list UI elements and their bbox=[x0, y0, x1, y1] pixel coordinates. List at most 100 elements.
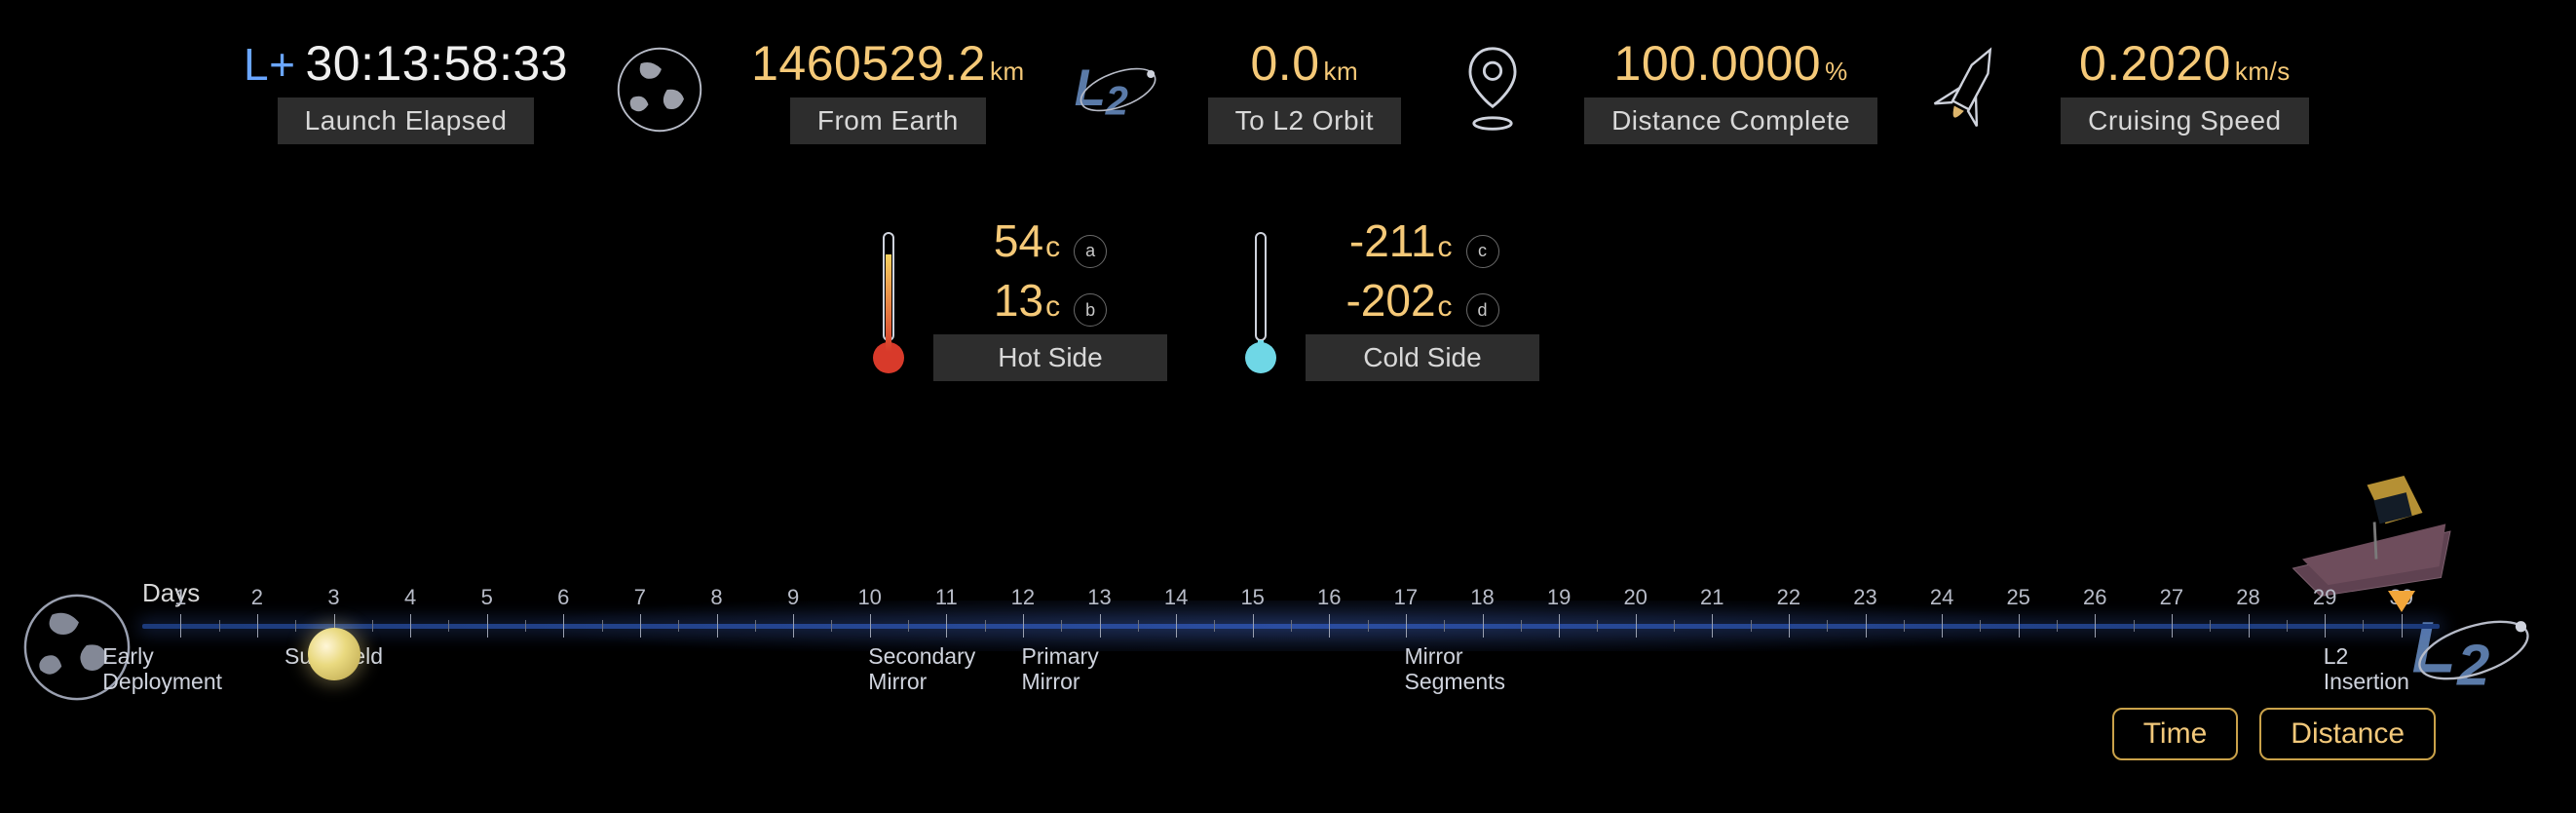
timeline-tick-label: 24 bbox=[1930, 585, 1953, 610]
timeline-tick bbox=[410, 614, 411, 638]
temp-hot-b: 13c b bbox=[994, 274, 1107, 328]
timeline-milestone: L2Insertion bbox=[2324, 643, 2480, 695]
svg-text:L: L bbox=[1074, 59, 1105, 117]
timeline-tick-label: 25 bbox=[2006, 585, 2029, 610]
timeline-tick bbox=[2402, 614, 2403, 638]
temp-badge-a[interactable]: a bbox=[1074, 235, 1107, 268]
temp-cold-stack: -211c c -202c d Cold Side bbox=[1306, 214, 1539, 381]
timeline-tick bbox=[1636, 614, 1637, 638]
timeline-milestone: PrimaryMirror bbox=[1022, 643, 1178, 695]
timeline-minor-tick bbox=[219, 620, 220, 632]
timeline-axis-label: Days bbox=[142, 578, 200, 608]
timeline-minor-tick bbox=[755, 620, 756, 632]
timeline-tick bbox=[1866, 614, 1867, 638]
timeline-minor-tick bbox=[525, 620, 526, 632]
timeline-tick-label: 21 bbox=[1700, 585, 1724, 610]
distance-button[interactable]: Distance bbox=[2259, 708, 2436, 760]
temp-cold-label: Cold Side bbox=[1306, 334, 1539, 381]
temp-cold-col: -211c c -202c d Cold Side bbox=[1239, 214, 1539, 381]
launch-elapsed-time: 30:13:58:33 bbox=[305, 35, 568, 92]
timeline-tick bbox=[1253, 614, 1254, 638]
stat-launch-elapsed: L+ 30:13:58:33 Launch Elapsed bbox=[244, 35, 568, 144]
timeline-tick-label: 27 bbox=[2160, 585, 2183, 610]
l2-icon: L 2 bbox=[1070, 43, 1163, 136]
timeline-minor-tick bbox=[1444, 620, 1445, 632]
timeline-minor-tick bbox=[1214, 620, 1215, 632]
temp-badge-c[interactable]: c bbox=[1466, 235, 1499, 268]
lplus-prefix: L+ bbox=[244, 38, 295, 91]
timeline-tick bbox=[1712, 614, 1713, 638]
stat-cruising-speed: 0.2020 km/s Cruising Speed bbox=[2061, 35, 2308, 144]
timeline-minor-tick bbox=[2363, 620, 2364, 632]
stat-to-l2: 0.0 km To L2 Orbit bbox=[1208, 35, 1401, 144]
timeline-tick bbox=[1176, 614, 1177, 638]
timeline-mode-buttons: Time Distance bbox=[2112, 708, 2436, 760]
timeline-minor-tick bbox=[908, 620, 909, 632]
svg-text:2: 2 bbox=[1104, 78, 1127, 124]
timeline-tick-label: 6 bbox=[557, 585, 569, 610]
timeline-minor-tick bbox=[2057, 620, 2058, 632]
timeline-minor-tick bbox=[295, 620, 296, 632]
timeline-tick-label: 2 bbox=[251, 585, 263, 610]
timeline-minor-tick bbox=[678, 620, 679, 632]
timeline-tick bbox=[870, 614, 871, 638]
timeline-tick-label: 3 bbox=[327, 585, 339, 610]
temp-hot-readings: 54c a 13c b bbox=[994, 214, 1107, 327]
time-button[interactable]: Time bbox=[2112, 708, 2239, 760]
temp-hot-a-value: 54 bbox=[994, 215, 1043, 266]
timeline-tick bbox=[1329, 614, 1330, 638]
temp-badge-b[interactable]: b bbox=[1074, 293, 1107, 327]
map-pin-icon bbox=[1446, 43, 1539, 136]
timeline-tick-label: 1 bbox=[174, 585, 186, 610]
timeline-tick bbox=[1406, 614, 1407, 638]
timeline-tick-label: 28 bbox=[2236, 585, 2259, 610]
timeline-tick bbox=[946, 614, 947, 638]
from-earth-number: 1460529.2 bbox=[751, 35, 986, 92]
temp-cold-d: -202c d bbox=[1345, 274, 1498, 328]
from-earth-unit: km bbox=[990, 57, 1025, 87]
thermometer-hot-icon bbox=[867, 225, 910, 381]
earth-icon bbox=[613, 43, 706, 136]
from-earth-value: 1460529.2 km bbox=[751, 35, 1025, 92]
timeline-tick-label: 4 bbox=[404, 585, 416, 610]
timeline-tick-label: 5 bbox=[481, 585, 493, 610]
temp-cold-c-unit: c bbox=[1438, 231, 1453, 263]
stat-from-earth: 1460529.2 km From Earth bbox=[751, 35, 1025, 144]
timeline-minor-tick bbox=[1674, 620, 1675, 632]
timeline-minor-tick bbox=[1061, 620, 1062, 632]
timeline-tick-label: 12 bbox=[1011, 585, 1035, 610]
timeline-minor-tick bbox=[1521, 620, 1522, 632]
cruising-speed-number: 0.2020 bbox=[2079, 35, 2231, 92]
timeline-minor-tick bbox=[1138, 620, 1139, 632]
cruising-speed-value: 0.2020 km/s bbox=[2079, 35, 2291, 92]
timeline-minor-tick bbox=[372, 620, 373, 632]
cruising-speed-label: Cruising Speed bbox=[2061, 97, 2308, 144]
to-l2-unit: km bbox=[1324, 57, 1359, 87]
timeline-tick-label: 26 bbox=[2083, 585, 2106, 610]
timeline-tick bbox=[180, 614, 181, 638]
temp-hot-stack: 54c a 13c b Hot Side bbox=[933, 214, 1167, 381]
timeline-milestone: MirrorSegments bbox=[1405, 643, 1561, 695]
timeline-minor-tick bbox=[2134, 620, 2135, 632]
timeline-tick bbox=[2325, 614, 2326, 638]
timeline-tick bbox=[2249, 614, 2250, 638]
timeline-minor-tick bbox=[448, 620, 449, 632]
distance-complete-unit: % bbox=[1825, 57, 1848, 87]
timeline-track[interactable]: 1234567891011121314151617181920212223242… bbox=[142, 614, 2440, 638]
temp-hot-a: 54c a bbox=[994, 214, 1107, 268]
temp-badge-d[interactable]: d bbox=[1466, 293, 1499, 327]
jwst-spacecraft-icon bbox=[2284, 457, 2469, 610]
timeline-minor-tick bbox=[2287, 620, 2288, 632]
timeline-minor-tick bbox=[1904, 620, 1905, 632]
timeline-cursor-icon[interactable] bbox=[2388, 591, 2415, 617]
temp-cold-c: -211c c bbox=[1349, 214, 1499, 268]
timeline-minor-tick bbox=[985, 620, 986, 632]
stats-row: L+ 30:13:58:33 Launch Elapsed 1460529.2 … bbox=[244, 35, 2459, 144]
moon-icon bbox=[308, 628, 360, 680]
timeline-tick-label: 14 bbox=[1164, 585, 1188, 610]
timeline-tick bbox=[257, 614, 258, 638]
timeline-tick-label: 15 bbox=[1240, 585, 1264, 610]
temperature-row: 54c a 13c b Hot Side -211c c bbox=[867, 214, 1539, 381]
cruising-speed-unit: km/s bbox=[2235, 57, 2291, 87]
thermometer-cold-icon bbox=[1239, 225, 1282, 381]
